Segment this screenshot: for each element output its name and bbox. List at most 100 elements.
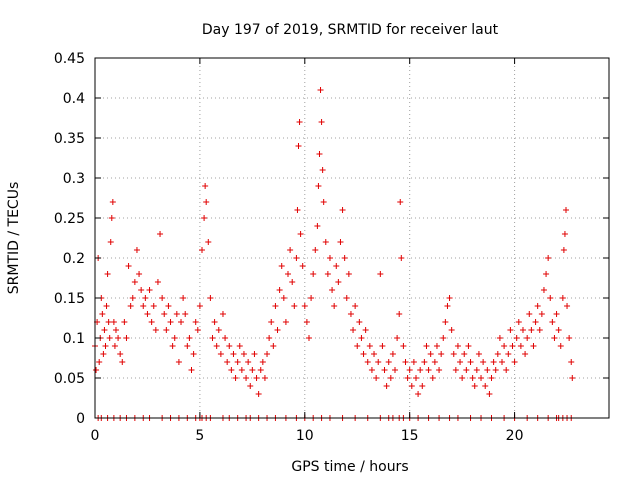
data-point — [335, 279, 342, 285]
data-point — [154, 279, 161, 285]
data-point — [461, 351, 468, 357]
data-point — [303, 319, 310, 325]
data-point — [513, 335, 520, 341]
data-point — [394, 335, 401, 341]
data-point — [534, 303, 541, 309]
data-point — [106, 335, 113, 341]
x-tick-label: 15 — [401, 428, 419, 444]
data-point — [202, 183, 209, 189]
data-point — [140, 303, 147, 309]
data-point — [259, 359, 266, 365]
data-point — [196, 303, 203, 309]
data-point — [107, 239, 114, 245]
data-point — [478, 375, 485, 381]
data-point — [119, 359, 126, 365]
data-point — [329, 287, 336, 293]
data-point — [528, 327, 535, 333]
data-point — [190, 351, 197, 357]
data-point — [96, 359, 103, 365]
data-point — [121, 319, 128, 325]
data-point — [99, 311, 106, 317]
data-point — [423, 343, 430, 349]
data-point — [505, 351, 512, 357]
data-point — [350, 327, 357, 333]
data-point — [559, 295, 566, 301]
data-point — [184, 343, 191, 349]
data-point — [294, 207, 301, 213]
data-point — [549, 319, 556, 325]
data-point — [417, 367, 424, 373]
data-point — [490, 359, 497, 365]
data-point — [310, 271, 317, 277]
data-point — [205, 239, 212, 245]
data-point — [215, 327, 222, 333]
data-points — [92, 87, 576, 421]
data-point — [287, 247, 294, 253]
data-point — [161, 311, 168, 317]
data-point — [366, 343, 373, 349]
data-point — [249, 367, 256, 373]
data-point — [532, 319, 539, 325]
data-point — [296, 119, 303, 125]
y-axis-label: SRMTID / TECUs — [6, 182, 22, 295]
y-tick-label: 0.15 — [54, 291, 85, 307]
data-point — [440, 335, 447, 341]
data-point — [444, 303, 451, 309]
data-point — [238, 367, 245, 373]
x-axis-label: GPS time / hours — [291, 459, 408, 475]
data-point — [438, 351, 445, 357]
data-point — [222, 335, 229, 341]
data-point — [519, 327, 526, 333]
data-point — [219, 311, 226, 317]
data-point — [442, 319, 449, 325]
data-point — [387, 375, 394, 381]
data-point — [138, 287, 145, 293]
data-point — [381, 367, 388, 373]
data-point — [295, 143, 302, 149]
data-point — [568, 359, 575, 365]
data-point — [236, 343, 243, 349]
data-point — [133, 247, 140, 253]
grid-lines — [95, 58, 609, 418]
data-point — [522, 351, 529, 357]
data-point — [354, 343, 361, 349]
data-point — [209, 335, 216, 341]
data-point — [274, 327, 281, 333]
data-point — [557, 343, 564, 349]
data-point — [475, 351, 482, 357]
data-point — [285, 271, 292, 277]
data-point — [102, 343, 109, 349]
data-point — [268, 319, 275, 325]
data-point — [104, 271, 111, 277]
data-point — [339, 207, 346, 213]
y-tick-label: 0.45 — [54, 51, 85, 67]
data-point — [377, 271, 384, 277]
data-point — [406, 367, 413, 373]
data-point — [314, 223, 321, 229]
data-point — [331, 303, 338, 309]
data-point — [450, 351, 457, 357]
data-point — [301, 303, 308, 309]
data-point — [484, 367, 491, 373]
data-point — [392, 367, 399, 373]
data-point — [192, 319, 199, 325]
x-tick-label: 0 — [91, 428, 100, 444]
data-point — [165, 303, 172, 309]
data-point — [415, 391, 422, 397]
data-point — [345, 271, 352, 277]
data-point — [492, 367, 499, 373]
x-tick-label: 20 — [506, 428, 524, 444]
data-point — [419, 383, 426, 389]
data-point — [127, 303, 134, 309]
data-point — [159, 295, 166, 301]
data-point — [186, 335, 193, 341]
data-point — [358, 335, 365, 341]
data-point — [213, 343, 220, 349]
data-point — [457, 359, 464, 365]
data-point — [465, 343, 472, 349]
data-point — [561, 231, 568, 237]
data-point — [201, 215, 208, 221]
data-point — [494, 351, 501, 357]
data-point — [125, 263, 132, 269]
